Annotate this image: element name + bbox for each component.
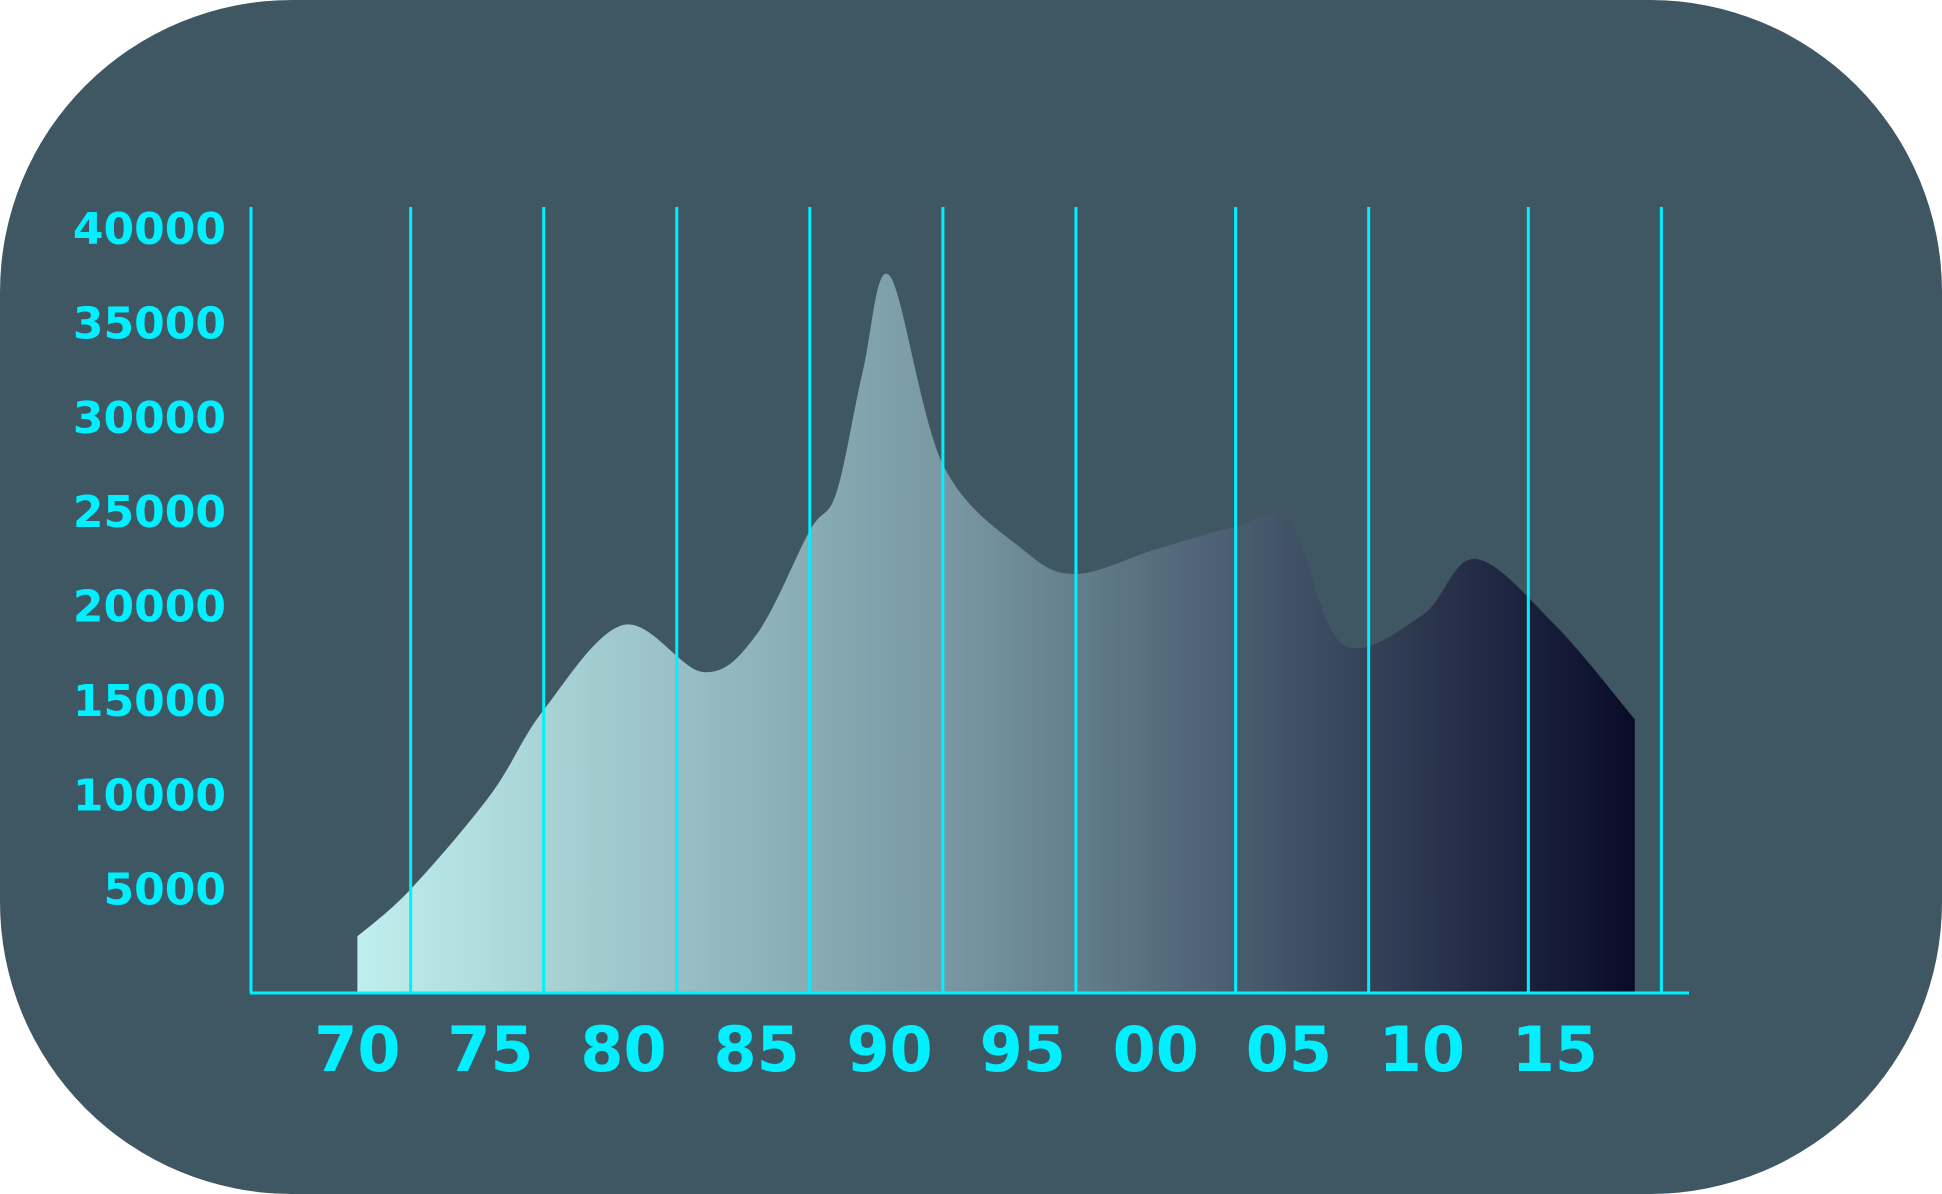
x-tick-label: 75	[447, 1013, 533, 1086]
x-tick-label: 80	[580, 1013, 666, 1086]
x-tick-label: 70	[314, 1013, 400, 1086]
x-tick-label: 15	[1512, 1013, 1598, 1086]
x-tick-label: 85	[713, 1013, 799, 1086]
area-series	[357, 273, 1635, 993]
x-tick-label: 00	[1113, 1013, 1199, 1086]
x-tick-label: 05	[1246, 1013, 1332, 1086]
y-tick-label: 40000	[73, 204, 226, 255]
x-tick-label: 95	[980, 1013, 1066, 1086]
x-tick-label: 90	[847, 1013, 933, 1086]
x-tick-label: 10	[1379, 1013, 1465, 1086]
y-tick-label: 35000	[73, 298, 226, 349]
y-tick-label: 5000	[104, 865, 226, 916]
y-tick-label: 20000	[73, 582, 226, 633]
y-tick-label: 30000	[73, 393, 226, 444]
y-tick-label: 25000	[73, 487, 226, 538]
y-tick-label: 10000	[73, 770, 226, 821]
y-tick-label: 15000	[73, 676, 226, 727]
